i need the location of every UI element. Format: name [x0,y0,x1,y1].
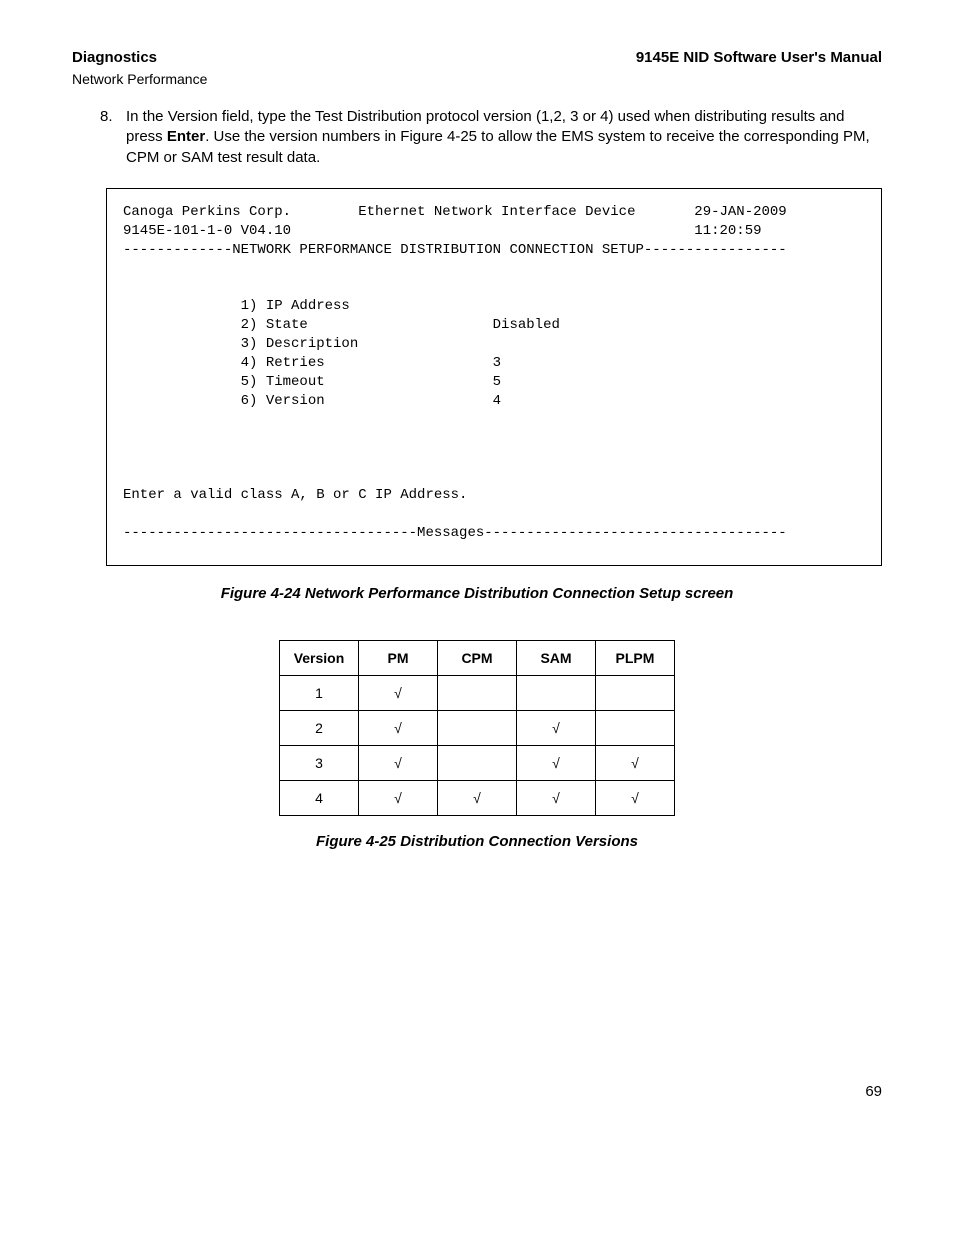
table-row: 4√√√√ [280,781,675,816]
figure-4-24-caption: Figure 4-24 Network Performance Distribu… [72,584,882,604]
header-right: 9145E NID Software User's Manual [636,48,882,68]
header-left: Diagnostics [72,48,157,68]
step-text-after: . Use the version numbers in Figure 4-25… [126,128,870,165]
table-header: Version [280,641,359,676]
page-number: 69 [72,1082,882,1102]
table-cell: √ [517,746,596,781]
table-cell: √ [438,781,517,816]
table-header: PM [359,641,438,676]
table-header: CPM [438,641,517,676]
step-text-bold: Enter [167,128,205,145]
table-cell: √ [359,711,438,746]
table-cell: √ [596,781,675,816]
table-cell: √ [359,781,438,816]
versions-table: VersionPMCPMSAMPLPM 1√2√√3√√√4√√√√ [279,640,675,816]
figure-4-25-caption: Figure 4-25 Distribution Connection Vers… [72,832,882,852]
table-header: SAM [517,641,596,676]
table-row: 3√√√ [280,746,675,781]
terminal-screen: Canoga Perkins Corp. Ethernet Network In… [106,188,882,566]
table-cell [596,711,675,746]
table-cell [438,676,517,711]
table-cell: 1 [280,676,359,711]
table-cell: 2 [280,711,359,746]
table-cell: √ [359,676,438,711]
table-cell: √ [517,711,596,746]
table-cell [438,711,517,746]
table-cell: √ [596,746,675,781]
table-cell [517,676,596,711]
table-cell [438,746,517,781]
table-row: 2√√ [280,711,675,746]
table-cell: √ [359,746,438,781]
step-number: 8. [100,107,126,168]
header-sub: Network Performance [72,70,882,89]
step-8: 8. In the Version field, type the Test D… [100,107,882,168]
table-cell: 4 [280,781,359,816]
table-cell [596,676,675,711]
table-header: PLPM [596,641,675,676]
table-cell: √ [517,781,596,816]
step-text: In the Version field, type the Test Dist… [126,107,882,168]
table-row: 1√ [280,676,675,711]
table-cell: 3 [280,746,359,781]
